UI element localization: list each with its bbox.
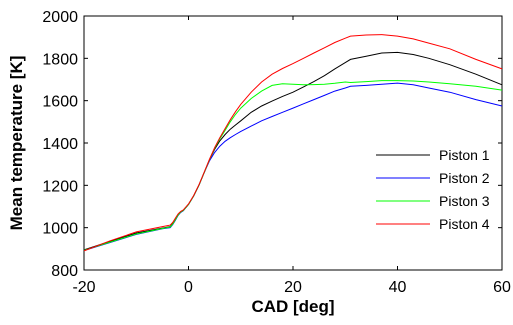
legend-label: Piston 3	[439, 193, 490, 209]
axis-ticks: -20 0 20 40 60 800 1000 1200 1400 1600 1800 2000	[42, 9, 511, 296]
y-tick-label: 1400	[42, 136, 78, 153]
y-tick-label: 1800	[42, 51, 78, 68]
series-line-4	[83, 34, 503, 252]
y-tick-label: 1200	[42, 178, 78, 195]
x-tick-label: 40	[389, 279, 407, 296]
x-axis-label: CAD [deg]	[251, 297, 334, 316]
legend-label: Piston 1	[439, 147, 490, 163]
legend-label: Piston 2	[439, 170, 490, 186]
y-tick-label: 1600	[42, 94, 78, 111]
y-tick-label: 1000	[42, 221, 78, 238]
series-lines	[83, 34, 503, 252]
series-line-3	[83, 80, 503, 251]
x-tick-label: -20	[72, 279, 95, 296]
x-tick-label: 20	[284, 279, 302, 296]
y-tick-label: 800	[51, 263, 78, 280]
y-tick-label: 2000	[42, 9, 78, 26]
legend: Piston 1 Piston 2 Piston 3 Piston 4	[376, 147, 490, 232]
y-axis-label: Mean temperature [K]	[7, 56, 26, 231]
legend-label: Piston 4	[439, 216, 490, 232]
x-tick-label: 0	[184, 279, 193, 296]
x-tick-label: 60	[493, 279, 511, 296]
plot-area	[83, 15, 503, 271]
